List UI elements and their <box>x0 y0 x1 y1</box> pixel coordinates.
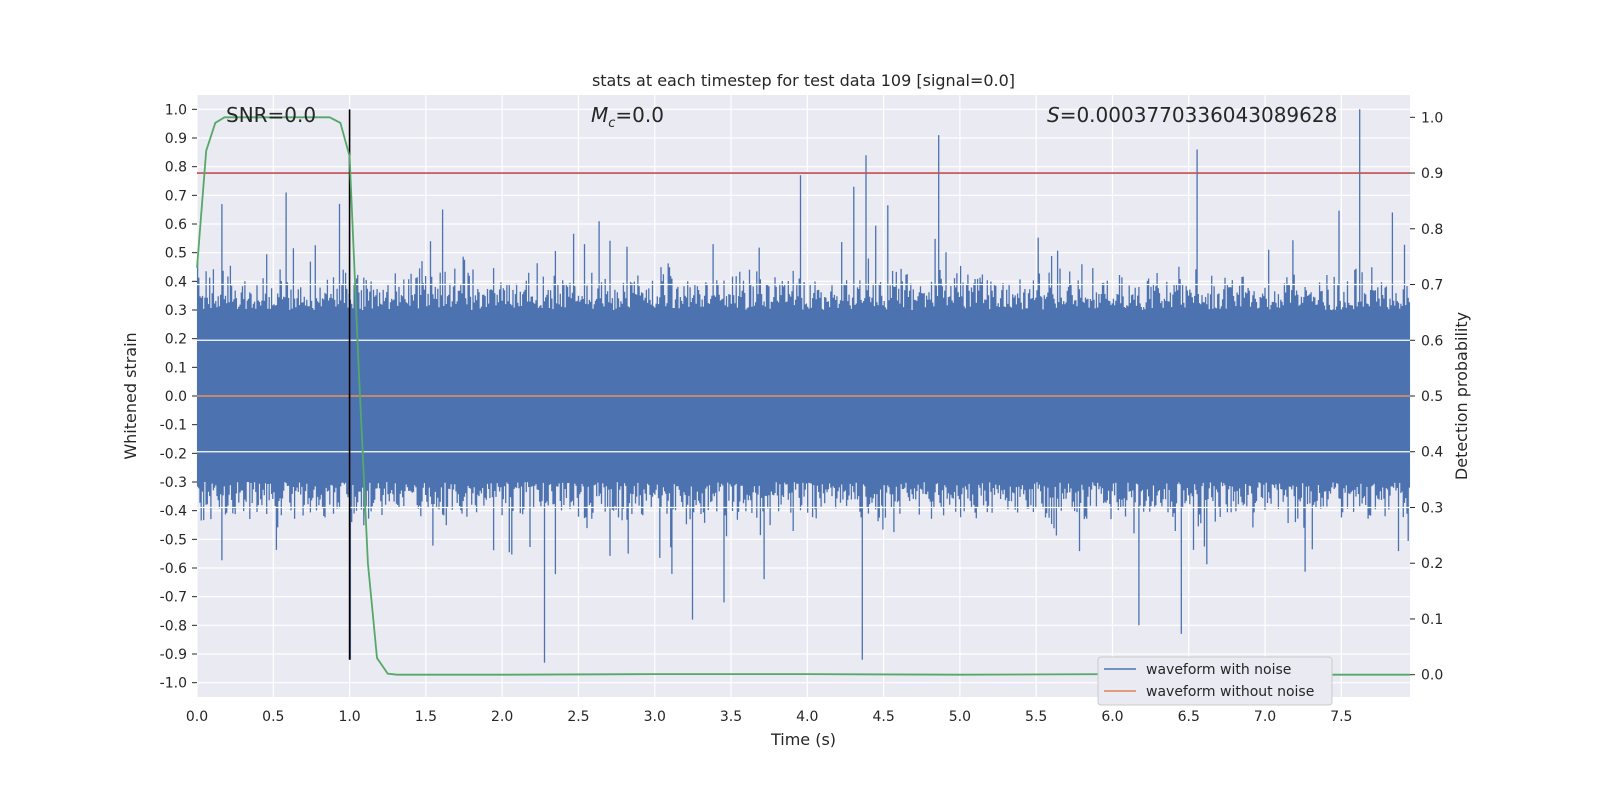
tick-labels: 0.0 0.5 1.0 1.5 2.0 2.5 3.0 3.5 4.0 4.5 5.0 5.5 6.0 6… <box>160 102 1444 725</box>
y2-tick-label: 0.6 <box>1421 333 1443 349</box>
y2-tick-label: 0.3 <box>1421 500 1443 516</box>
s-symbol: S <box>1047 103 1060 127</box>
x-tick-label: 1.5 <box>415 709 437 725</box>
x-tick-label: 3.0 <box>644 709 666 725</box>
y-tick-label: 0.4 <box>165 274 187 290</box>
x-tick-label: 0.5 <box>262 709 284 725</box>
y-tick-label: -0.5 <box>160 532 187 548</box>
y-tick-label: 0.7 <box>165 188 187 204</box>
mc-value: =0.0 <box>615 103 664 127</box>
y2-tick-label: 0.7 <box>1421 278 1443 294</box>
x-tick-label: 6.0 <box>1101 709 1123 725</box>
x-tick-label: 0.0 <box>186 709 208 725</box>
legend-box <box>1097 656 1333 706</box>
y-tick-label: 0.9 <box>165 131 187 147</box>
y2-tick-label: 0.0 <box>1421 668 1443 684</box>
y2-tick-label: 0.9 <box>1421 166 1443 182</box>
y-tick-label: 0.5 <box>165 246 187 262</box>
y2-axis-label: Detection probability <box>1452 312 1471 480</box>
y-tick-label: -0.4 <box>160 504 187 520</box>
x-tick-label: 7.5 <box>1330 709 1352 725</box>
y-tick-label: -0.6 <box>160 561 187 577</box>
s-annotation: S=0.0003770336043089628 <box>1047 103 1337 127</box>
y-tick-label: -0.1 <box>160 418 187 434</box>
y-tick-label: -1.0 <box>160 676 187 692</box>
y-tick-label: 0.1 <box>165 360 187 376</box>
y2-tick-label: 0.8 <box>1421 222 1443 238</box>
y2-tick-label: 0.4 <box>1421 445 1443 461</box>
mc-symbol: M <box>591 103 608 127</box>
x-tick-label: 6.5 <box>1178 709 1200 725</box>
x-tick-label: 2.5 <box>567 709 589 725</box>
y-tick-label: 0.0 <box>165 389 187 405</box>
x-tick-label: 7.0 <box>1254 709 1276 725</box>
y-tick-label: 0.8 <box>165 160 187 176</box>
y-tick-label: -0.7 <box>160 590 187 606</box>
y-tick-label: -0.8 <box>160 618 187 634</box>
legend-label-clean: waveform without noise <box>1146 684 1314 700</box>
y-tick-label: -0.2 <box>160 446 187 462</box>
y-tick-label: -0.9 <box>160 647 187 663</box>
x-tick-label: 3.5 <box>720 709 742 725</box>
x-axis-label: Time (s) <box>770 730 836 749</box>
y-tick-label: 0.2 <box>165 332 187 348</box>
x-tick-label: 4.0 <box>796 709 818 725</box>
y2-tick-label: 0.5 <box>1421 389 1443 405</box>
y-tick-label: 0.3 <box>165 303 187 319</box>
mc-subscript: c <box>608 116 615 131</box>
y-axis-label: Whitened strain <box>121 332 140 459</box>
x-tick-label: 2.0 <box>491 709 513 725</box>
x-tick-label: 5.5 <box>1025 709 1047 725</box>
y2-tick-label: 1.0 <box>1421 110 1443 126</box>
s-value: =0.0003770336043089628 <box>1060 103 1338 127</box>
series-layer <box>196 109 1410 676</box>
x-tick-label: 4.5 <box>872 709 894 725</box>
x-tick-label: 5.0 <box>949 709 971 725</box>
legend: waveform with noise waveform without noi… <box>1097 656 1333 706</box>
y-tick-label: -0.3 <box>160 475 187 491</box>
y-tick-label: 0.6 <box>165 217 187 233</box>
detection-probability-line <box>196 116 1410 676</box>
y2-tick-label: 0.1 <box>1421 612 1443 628</box>
y-tick-label: 1.0 <box>165 102 187 118</box>
chart-title: stats at each timestep for test data 109… <box>592 71 1015 90</box>
snr-annotation: SNR=0.0 <box>226 103 316 127</box>
legend-label-noisy: waveform with noise <box>1146 662 1291 678</box>
y2-tick-label: 0.2 <box>1421 556 1443 572</box>
x-tick-label: 1.0 <box>338 709 360 725</box>
mc-annotation: Mc=0.0 <box>591 103 664 131</box>
